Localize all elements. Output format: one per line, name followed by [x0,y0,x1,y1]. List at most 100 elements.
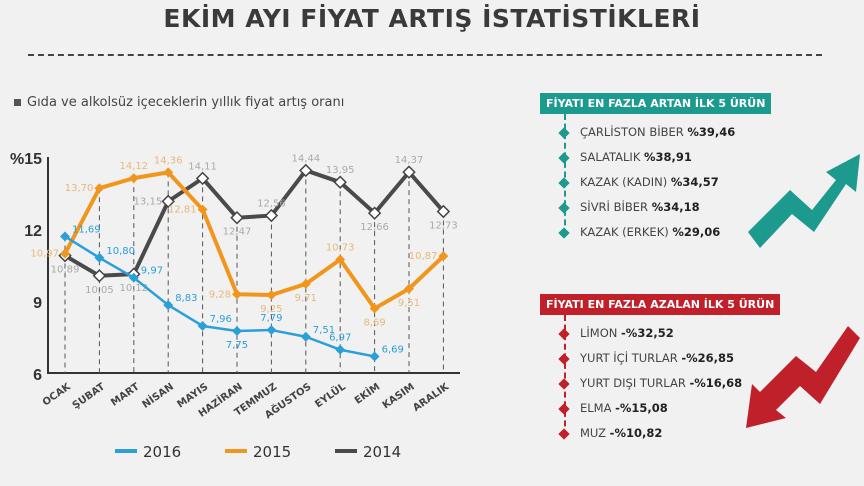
y-tick-label: 12 [24,223,42,240]
list-item: KAZAK (ERKEK) %29,06 [558,220,771,245]
data-point-2016 [94,252,105,263]
data-point-2015 [128,173,139,184]
data-point-2014 [299,163,313,178]
legend-label-2016: 2016 [143,443,181,461]
data-label-2016: 8,83 [175,293,197,304]
data-point-2015 [369,303,380,314]
data-point-2014 [230,211,244,225]
item-value: -%32,52 [621,326,674,340]
item-value: -%26,85 [681,351,735,365]
data-label-2015: 9,28 [209,289,231,300]
data-label-2014: 12,47 [223,227,252,238]
data-label-2015: 10,87 [409,251,438,262]
list-item: KAZAK (KADIN) %34,57 [558,170,771,195]
list-item: YURT İÇİ TURLAR -%26,85 [558,346,780,371]
data-label-2014: 12,73 [429,220,458,231]
data-point-2016 [60,231,70,242]
top-increase-panel: FİYATI EN FAZLA ARTAN İLK 5 ÜRÜN ÇARLİST… [540,92,772,245]
item-name: ELMA [580,401,612,415]
chart-subtitle-text: Gıda ve alkolsüz içeceklerin yıllık fiya… [27,95,345,110]
data-label-2016: 6,97 [329,333,351,344]
data-label-2014: 10,12 [119,283,148,294]
y-tick-label: 9 [33,295,42,312]
list-item: MUZ -%10,82 [558,421,780,446]
list-item: SİVRİ BİBER %34,18 [558,195,771,220]
list-item: ÇARLİSTON BİBER %39,46 [558,120,771,145]
data-label-2015: 8,69 [363,317,385,328]
data-point-2015 [94,183,105,194]
data-label-2016: 7,75 [226,340,248,351]
data-label-2014: 10,89 [51,265,80,276]
item-name: YURT DIŞI TURLAR [580,376,686,390]
legend-label-2014: 2014 [363,443,401,461]
data-label-2015: 14,36 [154,155,183,166]
list-item: ELMA -%15,08 [558,396,780,421]
data-point-2015 [335,254,346,265]
data-label-2015: 14,12 [119,161,148,172]
data-label-2016: 9,97 [141,266,163,277]
data-point-2016 [232,326,242,336]
data-label-2015: 10,73 [326,242,355,253]
series-line-2016 [64,235,375,358]
data-label-2016: 10,80 [106,246,135,257]
item-name: ÇARLİSTON BİBER [580,125,684,139]
data-label-2016: 6,69 [382,344,404,355]
data-point-2016 [128,272,139,283]
data-label-2014: 13,95 [326,165,355,176]
data-label-2015: 9,51 [398,298,420,309]
data-point-2015 [163,167,174,178]
item-name: YURT İÇİ TURLAR [580,351,678,365]
data-point-2015 [404,283,414,294]
item-value: %39,46 [687,125,736,139]
data-point-2014 [195,171,210,186]
data-label-2015: 12,81 [168,205,197,216]
data-label-2014: 12,56 [257,199,286,210]
data-label-2015: 13,70 [65,183,94,194]
data-point-2015 [300,279,311,289]
data-point-2016 [197,321,208,331]
top-increase-list: ÇARLİSTON BİBER %39,46 SALATALIK %38,91 KA… [558,114,771,245]
data-label-2016: 7,51 [313,325,335,336]
data-point-2015 [438,251,449,262]
data-label-2016: 7,96 [210,314,232,325]
item-value: -%10,82 [609,426,663,440]
data-point-2015 [266,290,277,300]
trend-up-arrow-icon [748,154,860,248]
series-line-2015 [63,170,445,311]
data-point-2016 [369,351,380,362]
page-title: EKİM AYI FİYAT ARTIŞ İSTATİSTİKLERİ [163,4,701,33]
data-label-2014: 13,15 [134,196,163,207]
data-label-2014: 14,44 [291,153,320,164]
top-decrease-title: FİYATI EN FAZLA AZALAN İLK 5 ÜRÜN [540,294,781,315]
data-point-2014 [436,204,451,219]
data-label-2016: 11,69 [72,224,101,235]
item-value: %34,57 [670,175,719,189]
data-point-2016 [300,331,311,342]
data-point-2016 [163,300,174,311]
item-name: LİMON [580,326,618,340]
legend-label-2015: 2015 [253,443,291,461]
item-name: KAZAK (ERKEK) [580,225,669,239]
item-name: KAZAK (KADIN) [580,175,668,189]
data-point-2016 [266,325,277,335]
chart-subtitle: Gıda ve alkolsüz içeceklerin yıllık fiya… [14,95,344,110]
top-decrease-panel: FİYATI EN FAZLA AZALAN İLK 5 ÜRÜN LİMON … [540,293,781,446]
data-point-2014 [367,206,382,220]
data-point-2014 [92,269,107,283]
trend-down-arrow-icon [746,326,860,428]
data-point-2014 [161,194,175,209]
item-value: -%16,68 [689,376,743,390]
item-value: %29,06 [672,225,721,239]
item-name: MUZ [580,426,607,440]
data-label-2015: 10,97 [30,249,59,260]
top-increase-title: FİYATI EN FAZLA ARTAN İLK 5 ÜRÜN [540,93,772,114]
item-value: -%15,08 [615,401,668,415]
item-name: SALATALIK [580,150,641,164]
title-divider [28,54,822,56]
data-point-2014 [264,208,279,223]
data-label-2015: 9,25 [260,304,282,315]
item-value: %34,18 [651,200,700,214]
data-label-2014: 14,37 [395,155,424,166]
